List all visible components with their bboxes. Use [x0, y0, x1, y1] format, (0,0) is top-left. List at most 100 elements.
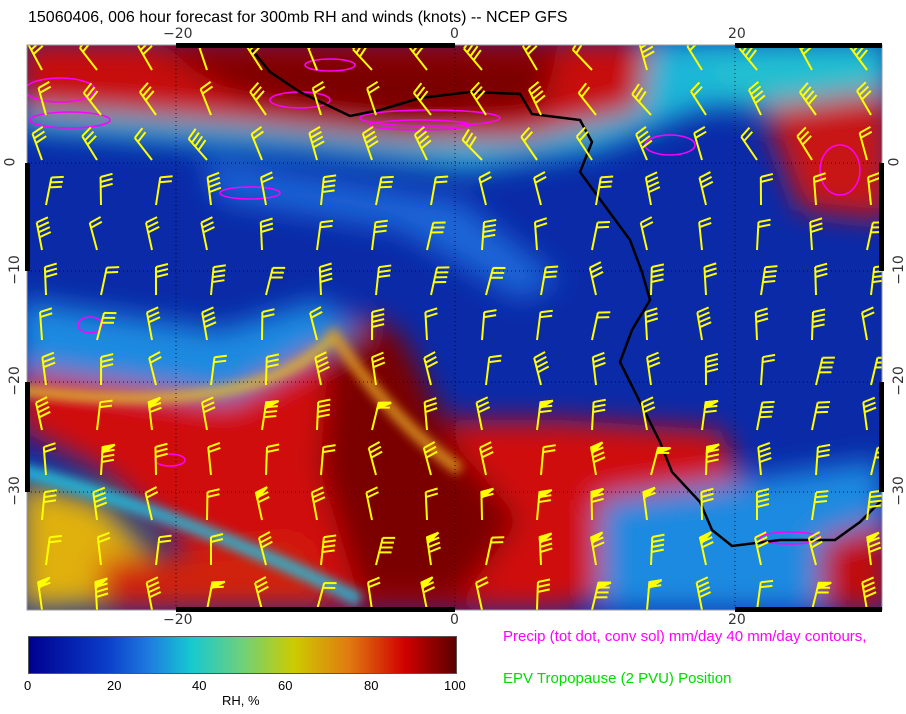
wind-barb: [700, 487, 714, 521]
wind-barb: [755, 488, 770, 521]
wind-barb: [759, 172, 774, 206]
colorbar-tick: 0: [24, 678, 32, 693]
wind-barb: [316, 398, 331, 431]
wind-barb: [638, 45, 655, 71]
wind-barb: [43, 262, 58, 296]
wind-barb: [520, 126, 538, 161]
wind-barb: [701, 399, 719, 431]
wind-barb: [533, 171, 547, 206]
wind-barb: [591, 581, 612, 610]
lat-tick-left: 0: [2, 157, 19, 167]
colorbar-tick: 80: [364, 678, 379, 693]
wind-barb: [814, 262, 828, 296]
wind-barb: [540, 444, 556, 476]
wind-barb: [41, 351, 56, 386]
wind-barb: [690, 81, 707, 116]
wind-barb: [480, 487, 494, 521]
wind-barb: [812, 172, 827, 206]
wind-barb: [139, 82, 157, 116]
wind-barb: [375, 536, 396, 566]
lat-tick-left: −20: [6, 366, 23, 396]
colorbar-tick: 60: [278, 678, 293, 693]
wind-barb: [703, 262, 718, 296]
wind-barb: [413, 126, 432, 161]
wind-barb: [100, 443, 116, 476]
wind-barb: [591, 311, 611, 341]
wind-barb: [88, 216, 103, 251]
wind-barb: [367, 441, 383, 476]
wind-barb: [308, 126, 325, 161]
wind-barb: [698, 171, 714, 206]
wind-barb: [314, 351, 330, 386]
wind-barb: [538, 532, 553, 566]
colorbar-tick: 40: [192, 678, 207, 693]
wind-barb: [206, 171, 222, 206]
wind-barb: [187, 128, 208, 161]
wind-barb: [867, 171, 881, 206]
rh-field: [27, 45, 882, 610]
wind-barb: [265, 353, 280, 386]
wind-barb: [365, 486, 379, 521]
wind-barb: [704, 352, 719, 386]
wind-barb: [862, 396, 877, 431]
coastline: [247, 45, 882, 548]
wind-barb: [134, 127, 153, 161]
wind-barb: [144, 486, 159, 521]
wind-barb: [81, 126, 98, 161]
wind-barb: [210, 264, 226, 296]
wind-barb: [756, 400, 775, 431]
wind-barb: [375, 175, 394, 206]
wind-barb: [92, 486, 108, 521]
wind-barb: [536, 309, 553, 341]
wind-barb: [45, 175, 64, 206]
wind-barb: [811, 490, 829, 521]
wind-barb: [861, 306, 875, 341]
wind-barb: [246, 45, 263, 71]
wind-barb: [45, 534, 63, 566]
wind-barb: [815, 443, 831, 476]
wind-barb: [485, 266, 506, 296]
wind-barb: [375, 264, 392, 296]
wind-barb: [27, 45, 44, 71]
wind-barb: [650, 533, 665, 566]
wind-barb: [318, 262, 333, 296]
lat-tick-right: −10: [890, 255, 906, 285]
wind-barb: [310, 486, 326, 521]
wind-barb: [815, 356, 835, 386]
wind-barb: [309, 306, 323, 341]
wind-barb: [420, 576, 436, 610]
wind-barb: [367, 576, 381, 610]
lat-tick-left: −10: [6, 255, 23, 285]
wind-barb: [646, 351, 661, 386]
wind-barb: [316, 219, 334, 251]
wind-barb: [199, 80, 214, 116]
wind-barb: [590, 441, 606, 476]
wind-barb: [320, 534, 337, 566]
wind-barb: [693, 126, 707, 161]
rh-colorbar: [28, 636, 457, 674]
wind-barb: [426, 221, 446, 251]
wind-barb: [591, 398, 606, 431]
wind-barb: [807, 531, 823, 566]
wind-barb: [209, 533, 224, 566]
wind-barb: [154, 263, 169, 296]
wind-barb: [705, 443, 720, 476]
wind-barb: [811, 401, 831, 431]
wind-barb: [422, 441, 438, 476]
frame-scale-bars: [25, 43, 884, 612]
wind-barb: [481, 218, 497, 251]
wind-barb: [145, 306, 161, 341]
wind-barb: [42, 442, 57, 476]
lon-tick-top: 20: [728, 26, 746, 42]
wind-barb: [796, 126, 813, 161]
wind-barb: [39, 307, 53, 341]
wind-barb: [320, 174, 337, 206]
wind-barb: [370, 351, 386, 386]
wind-barb: [206, 580, 226, 610]
wind-barb: [591, 351, 606, 386]
wind-barb: [536, 489, 553, 521]
wind-barb: [646, 579, 663, 610]
wind-barb: [740, 126, 758, 161]
wind-barb: [686, 45, 703, 71]
precip-legend: Precip (tot dot, conv sol) mm/day 40 mm/…: [503, 628, 867, 645]
